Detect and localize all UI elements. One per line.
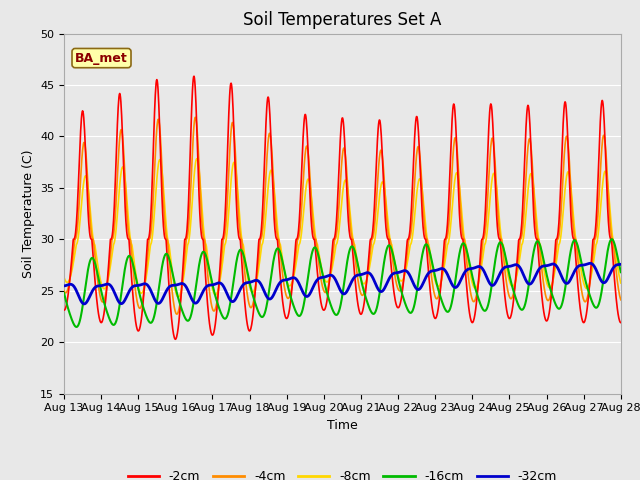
-8cm [552, 265, 559, 271]
-2cm [429, 312, 437, 318]
-16cm [171, 280, 179, 286]
-4cm [429, 287, 437, 293]
Line: -32cm: -32cm [64, 264, 621, 304]
-32cm [502, 264, 509, 270]
-16cm [502, 255, 509, 261]
-2cm [170, 335, 178, 340]
X-axis label: Time: Time [327, 419, 358, 432]
-4cm [173, 311, 181, 317]
-8cm [60, 275, 68, 280]
-4cm [617, 297, 625, 303]
-4cm [247, 305, 255, 311]
-8cm [184, 240, 192, 246]
-16cm [246, 284, 254, 289]
-2cm [502, 305, 510, 311]
-16cm [617, 269, 625, 275]
-2cm [247, 325, 255, 331]
-16cm [184, 318, 192, 324]
-8cm [193, 156, 200, 162]
-4cm [60, 288, 68, 294]
-16cm [72, 324, 80, 330]
-8cm [247, 288, 255, 294]
-16cm [429, 265, 437, 271]
-8cm [174, 294, 182, 300]
-32cm [184, 288, 192, 294]
-8cm [170, 282, 178, 288]
-4cm [552, 256, 559, 262]
-4cm [192, 114, 200, 120]
-32cm [80, 301, 88, 307]
-4cm [184, 228, 192, 234]
-16cm [60, 290, 68, 296]
-8cm [617, 280, 625, 286]
-8cm [502, 263, 510, 269]
Title: Soil Temperatures Set A: Soil Temperatures Set A [243, 11, 442, 29]
Legend: -2cm, -4cm, -8cm, -16cm, -32cm: -2cm, -4cm, -8cm, -16cm, -32cm [123, 465, 562, 480]
-32cm [551, 262, 559, 267]
-8cm [429, 271, 437, 276]
-2cm [190, 73, 198, 79]
-4cm [502, 278, 510, 284]
-32cm [171, 282, 179, 288]
-32cm [246, 279, 254, 285]
-4cm [170, 304, 178, 310]
Text: BA_met: BA_met [75, 51, 128, 65]
Line: -2cm: -2cm [64, 76, 621, 339]
-32cm [586, 261, 594, 266]
-16cm [551, 300, 559, 306]
Line: -4cm: -4cm [64, 117, 621, 314]
Line: -16cm: -16cm [64, 239, 621, 327]
-16cm [608, 236, 616, 242]
-2cm [184, 206, 192, 212]
-2cm [172, 336, 179, 342]
-32cm [60, 283, 68, 289]
-2cm [552, 242, 559, 248]
-2cm [617, 320, 625, 325]
Y-axis label: Soil Temperature (C): Soil Temperature (C) [22, 149, 35, 278]
-32cm [429, 268, 437, 274]
-2cm [60, 307, 68, 313]
Line: -8cm: -8cm [64, 159, 621, 297]
-32cm [617, 262, 625, 267]
